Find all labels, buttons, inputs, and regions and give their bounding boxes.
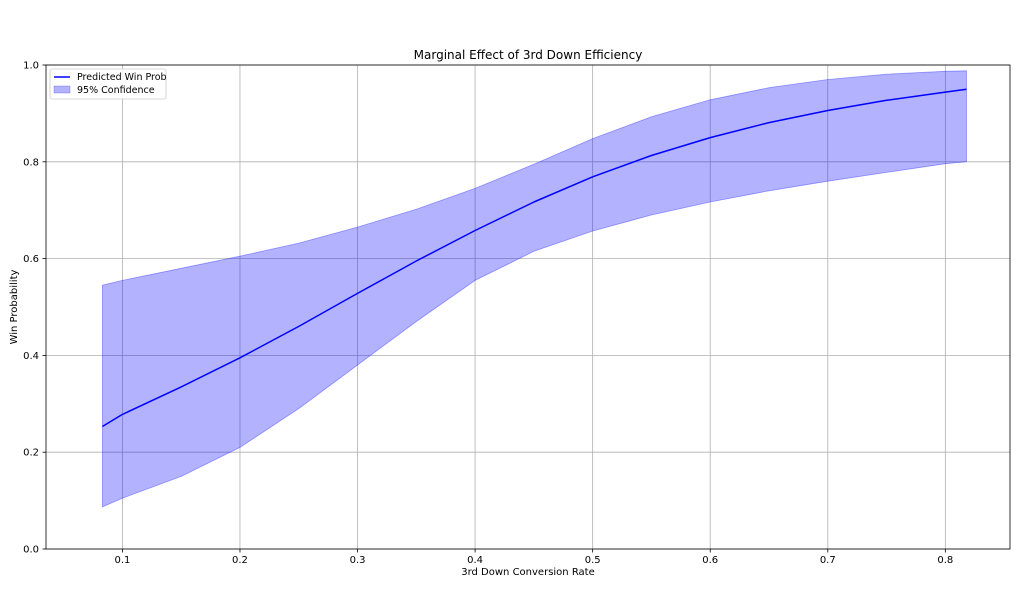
predicted-win-prob-line xyxy=(102,88,967,428)
x-axis-label: 3rd Down Conversion Rate xyxy=(461,567,595,578)
legend-entry-confidence: 95% Confidence xyxy=(77,85,155,96)
x-tick-label: 0.1 xyxy=(114,555,130,566)
y-tick-label: 0.4 xyxy=(23,351,39,362)
x-tick-label: 0.6 xyxy=(702,555,718,566)
legend-box xyxy=(49,68,167,100)
x-axis-ticks: 0.1 0.2 0.3 0.4 0.5 0.6 0.7 0.8 xyxy=(114,549,953,566)
y-tick-label: 0.6 xyxy=(23,254,39,265)
legend-band-swatch xyxy=(53,85,71,94)
x-tick-label: 0.2 xyxy=(232,555,248,566)
x-tick-label: 0.8 xyxy=(937,555,953,566)
y-axis-ticks: 0.0 0.2 0.4 0.6 0.8 1.0 xyxy=(23,61,46,556)
plot-area xyxy=(102,70,967,508)
chart-title: Marginal Effect of 3rd Down Efficiency xyxy=(414,48,643,62)
y-tick-label: 0.0 xyxy=(23,545,39,556)
x-tick-label: 0.7 xyxy=(820,555,836,566)
y-axis-label: Win Probability xyxy=(9,270,20,345)
legend-entry-predicted: Predicted Win Prob xyxy=(77,72,167,83)
legend: Predicted Win Prob 95% Confidence xyxy=(49,68,167,100)
axes-frame xyxy=(45,64,1011,550)
x-tick-label: 0.3 xyxy=(350,555,366,566)
confidence-band xyxy=(102,70,967,508)
y-tick-label: 0.2 xyxy=(23,448,39,459)
x-tick-label: 0.4 xyxy=(467,555,483,566)
y-tick-label: 1.0 xyxy=(23,61,39,72)
x-tick-label: 0.5 xyxy=(585,555,601,566)
y-tick-label: 0.8 xyxy=(23,157,39,168)
